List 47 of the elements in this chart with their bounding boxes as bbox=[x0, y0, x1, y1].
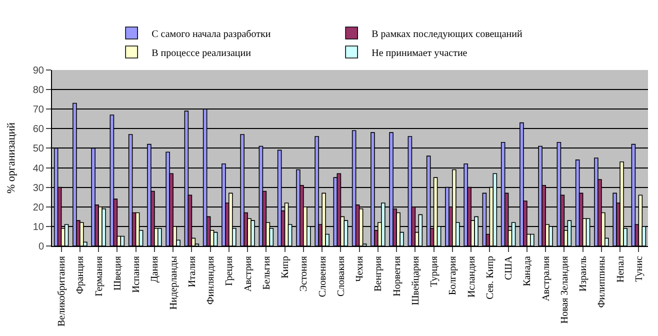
legend-label: Не принимает участие bbox=[372, 48, 468, 59]
x-tick-label: Тунис bbox=[634, 255, 645, 282]
x-tick-label: Франция bbox=[75, 256, 86, 294]
legend-label: В процессе реализации bbox=[152, 48, 252, 59]
x-tick-label: Италия bbox=[186, 256, 198, 288]
y-tick-label: 0 bbox=[38, 242, 44, 252]
x-tick-label: Швейцария bbox=[410, 256, 422, 306]
x-tick-label: Канада bbox=[522, 255, 534, 286]
legend-label: В рамках последующих совещаний bbox=[372, 28, 524, 40]
x-tick-label: Словакия bbox=[336, 256, 347, 296]
legend-label: С самого начала разработки bbox=[152, 28, 272, 40]
x-tick-label: Новая Зеландия bbox=[559, 256, 570, 324]
y-tick-label: 90 bbox=[32, 66, 44, 76]
x-tick-label: Финляндия bbox=[206, 256, 217, 305]
x-tick-label: Исландия bbox=[466, 256, 478, 298]
x-tick-label: Непал bbox=[615, 256, 626, 283]
x-tick-label: Бельгия bbox=[261, 256, 272, 290]
x-tick-label: Швеция bbox=[112, 256, 124, 290]
y-tick-label: 70 bbox=[32, 104, 44, 116]
x-tick-label: Чехия bbox=[354, 256, 366, 282]
x-tick-label: Германия bbox=[94, 256, 105, 296]
x-tick-label: Нидерланды bbox=[168, 256, 180, 310]
x-tick-label: Венгрия bbox=[373, 256, 384, 292]
x-tick-label: Болгария bbox=[448, 256, 459, 296]
x-tick-label: Турция bbox=[429, 256, 440, 287]
y-tick-label: 40 bbox=[32, 163, 44, 174]
y-tick-label: 20 bbox=[32, 202, 44, 214]
x-tick-label: Словения bbox=[317, 256, 328, 298]
y-tick-label: 50 bbox=[32, 144, 44, 155]
x-tick-label: США bbox=[504, 255, 515, 280]
y-tick-label: 10 bbox=[32, 222, 44, 233]
x-tick-label: Сев. Кипр bbox=[484, 256, 496, 300]
x-tick-label: Великобритания bbox=[56, 256, 68, 326]
x-tick-label: Кипр bbox=[280, 256, 292, 278]
x-tick-label: Филиппины bbox=[596, 256, 608, 308]
x-tick-label: Норвегия bbox=[392, 256, 403, 296]
y-tick-label: 30 bbox=[32, 182, 44, 194]
x-tick-label: Испания bbox=[131, 256, 142, 293]
x-tick-label: Израиль bbox=[578, 256, 590, 292]
x-tick-label: Эстония bbox=[298, 256, 310, 292]
x-tick-label: Греция bbox=[224, 256, 236, 286]
y-axis-title: % организаций bbox=[6, 122, 18, 194]
x-tick-label: Австралия bbox=[540, 256, 552, 302]
y-tick-label: 60 bbox=[32, 124, 44, 136]
x-tick-label: Австрия bbox=[242, 256, 254, 292]
y-tick-label: 80 bbox=[32, 85, 44, 96]
x-tick-label: Дания bbox=[150, 256, 161, 283]
